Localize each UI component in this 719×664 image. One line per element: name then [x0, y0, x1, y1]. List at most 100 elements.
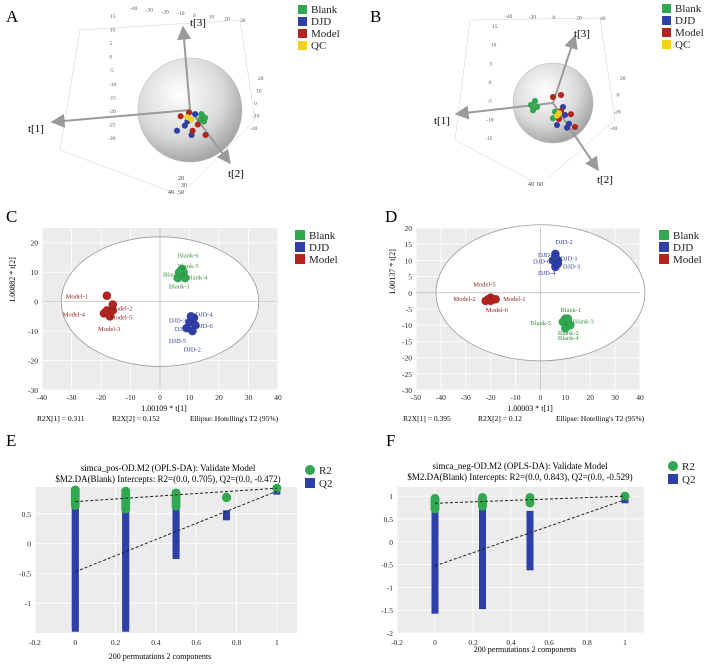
panel-b-label-t1: t[1] [434, 115, 450, 127]
panel-b-edge-tick: -20 [613, 109, 621, 115]
panel-a-edge-tick: 0 [193, 13, 196, 19]
panel-e-q2-marker [71, 624, 79, 632]
panel-d-x-tick-label: 10 [562, 393, 570, 402]
panel-c-footer-ellipse: Ellipse: Hotelling's T2 (95%) [190, 414, 279, 423]
panel-c-y-tick-label: -30 [28, 386, 38, 395]
panel-e-x-tick-label: 1 [275, 638, 279, 647]
panel-f-y-tick-label: -2 [387, 629, 393, 638]
panel-a-edge-tick: -30 [108, 136, 116, 142]
panel-e-q2-marker [122, 592, 130, 600]
panel-c-point-djd [186, 311, 196, 321]
panel-b-edge-tick: 40 [600, 16, 606, 22]
panel-a-label-t3: t[3] [190, 17, 206, 29]
panel-d-point-label: Blank-5 [530, 320, 551, 327]
panel-d-y-tick-label: -30 [402, 386, 412, 395]
panel-label-e: E [6, 431, 16, 450]
panel-f-y-ticks: -2 -1.5 -1 -0.5 0 0.5 1 [381, 492, 393, 638]
panel-e-q2-marker [71, 588, 79, 596]
panel-d-x-tick-label: -50 [411, 393, 421, 402]
panel-e-q2-marker [122, 624, 130, 632]
panel-c-point-label: DJD-6 [195, 323, 213, 330]
panel-a-edge-tick: -10 [252, 114, 260, 120]
panel-d-x-tick-label: 20 [586, 393, 594, 402]
panel-a-edge-tick: -10 [109, 82, 117, 88]
panel-e-q2-marker [122, 527, 130, 535]
panel-b-edge-tick: -15 [485, 136, 493, 142]
panel-a-bottom-ticks: 20 30 40 50 [168, 176, 187, 196]
panel-c-x-label: 1.00109 * t[1] [141, 404, 187, 413]
panel-e-legend-r2-label: R2 [319, 465, 332, 477]
panel-b-edge-tick: 0 [489, 80, 492, 86]
panel-c-point-model [108, 306, 118, 315]
panel-c-point-djd [188, 326, 197, 336]
panel-a-point-blank [201, 114, 209, 122]
panel-d-legend-swatch-blank [659, 230, 669, 240]
panel-c-point-label: DJD-5 [169, 338, 186, 345]
panel-e-q2-marker [71, 559, 79, 567]
panel-e-r2-regression-line [75, 487, 277, 503]
panel-label-a: A [6, 7, 19, 26]
panel-c-x-tick-label: 40 [274, 393, 282, 402]
panel-e-x-tick-label: 0 [73, 638, 77, 647]
panel-e-q2-marker [222, 510, 230, 518]
panel-c-point-label: Blank-4 [187, 275, 209, 282]
panel-e-q2-marker [71, 552, 79, 560]
panel-f-marks [430, 491, 630, 614]
panel-c-legend-label-blank: Blank [309, 230, 336, 242]
panel-a-legend-swatch-model [298, 29, 307, 38]
panel-c-y-tick-label: -20 [28, 357, 38, 366]
panel-b-point-model [571, 123, 579, 131]
panel-c-legend-swatch-djd [295, 242, 305, 252]
panel-label-b: B [370, 7, 381, 26]
panel-c-x-tick-label: 10 [186, 393, 194, 402]
panel-a-label-t1: t[1] [28, 123, 44, 135]
panel-e-q2-marker [172, 537, 180, 545]
panel-e-q2-marker [122, 621, 130, 629]
panel-e-q2-marker [122, 595, 130, 603]
panel-d-point-label: Model-1 [503, 296, 525, 303]
panel-f-permutation-plot: simca_neg-OD.M2 (OPLS-DA): Validate Mode… [381, 461, 695, 654]
panel-a-point-djd [191, 110, 199, 118]
panel-a-axis-t2 [189, 109, 231, 165]
panel-d-x-tick-label: 40 [636, 393, 644, 402]
panel-e-q2-marker [71, 621, 79, 629]
panel-d-x-tick-label: -30 [461, 393, 471, 402]
panel-e-legend-q2-marker [305, 478, 315, 488]
panel-e-y-ticks: -1 -0.5 0 0.5 [19, 510, 31, 608]
panel-a-legend-label-djd: DJD [311, 16, 331, 28]
panel-e-y-tick-label: 0.5 [22, 510, 32, 519]
panel-b-edge-tick: -10 [486, 117, 494, 123]
panel-e-q2-marker [172, 526, 180, 534]
panel-e-q2-marker [172, 522, 180, 530]
panel-b-bottom-ticks: 40 60 [528, 182, 543, 188]
panel-c-points [99, 264, 200, 336]
panel-e-q2-marker [71, 541, 79, 549]
panel-e-q2-marker [71, 570, 79, 578]
panel-b-edge-tick: 0 [617, 93, 620, 99]
panel-b-label-t2: t[2] [597, 174, 613, 186]
panel-f-r2-marker [478, 492, 487, 502]
panel-e-r2-marker [70, 485, 80, 495]
panel-e-x-tick-label: 0.6 [192, 638, 202, 647]
panel-c-x-tick-label: -30 [67, 393, 77, 402]
panel-e-q2-marker [122, 570, 130, 578]
panel-b-legend-swatch-qc [662, 40, 671, 49]
panel-e-q2-marker [122, 566, 130, 574]
panel-e-x-tick-label: 0.8 [232, 638, 242, 647]
panel-a-point-model [194, 121, 202, 128]
panel-b-point-djd [563, 124, 571, 132]
panel-d-point-label: Model-2 [453, 296, 475, 303]
panel-e-q2-marker [122, 585, 130, 593]
panel-e-q2-marker [172, 548, 180, 556]
panel-f-legend-r2-label: R2 [682, 461, 695, 473]
panel-d-y-tick-label: -15 [402, 337, 412, 346]
panel-a-edge-tick: 0 [109, 55, 112, 61]
panel-a-point-djd [173, 127, 181, 135]
panel-f-subtitle: $M2.DA(Blank) Intercepts: R2=(0.0, 0.843… [407, 472, 632, 482]
panel-c-x-tick-label: 20 [215, 393, 223, 402]
panel-d-legend-swatch-model [659, 254, 669, 264]
panel-a-edge-tick: -20 [250, 126, 258, 132]
panel-b-legend-label-djd: DJD [675, 15, 695, 27]
